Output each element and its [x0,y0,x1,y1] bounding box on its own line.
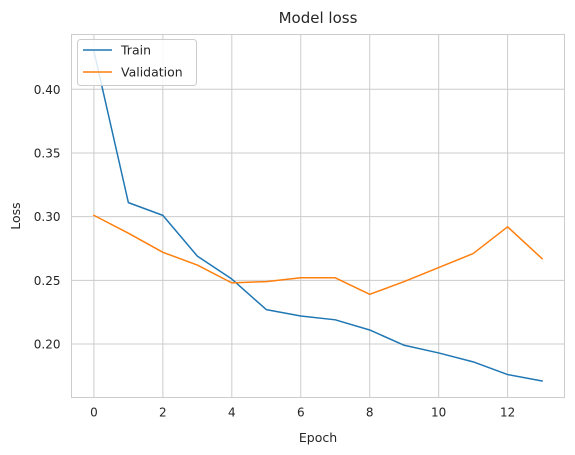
grid [71,34,565,398]
x-tick-label: 4 [228,406,236,420]
plot-frame [71,34,565,398]
y-axis-label: Loss [8,202,23,229]
x-axis-label: Epoch [299,430,337,445]
x-tick-label: 10 [431,406,446,420]
y-tick-label: 0.30 [34,210,61,224]
series-line-validation [92,214,544,296]
legend: Train Validation [77,39,197,86]
legend-label-validation: Validation [121,65,183,80]
series-lines [92,50,544,382]
y-tick-label: 0.35 [34,146,61,160]
x-tick-label: 8 [366,406,374,420]
tick-labels: 0 2 4 6 8 10 12 0.20 0.25 0.30 0.35 0.40 [34,83,515,420]
x-tick-label: 12 [500,406,515,420]
series-line-train [93,50,543,382]
x-tick-label: 2 [159,406,167,420]
legend-box [77,39,197,86]
y-tick-label: 0.40 [34,83,61,97]
x-tick-label: 0 [90,406,98,420]
chart-title: Model loss [279,9,358,27]
y-tick-label: 0.20 [34,338,61,352]
x-tick-label: 6 [297,406,305,420]
y-tick-label: 0.25 [34,274,61,288]
legend-label-train: Train [120,43,151,58]
